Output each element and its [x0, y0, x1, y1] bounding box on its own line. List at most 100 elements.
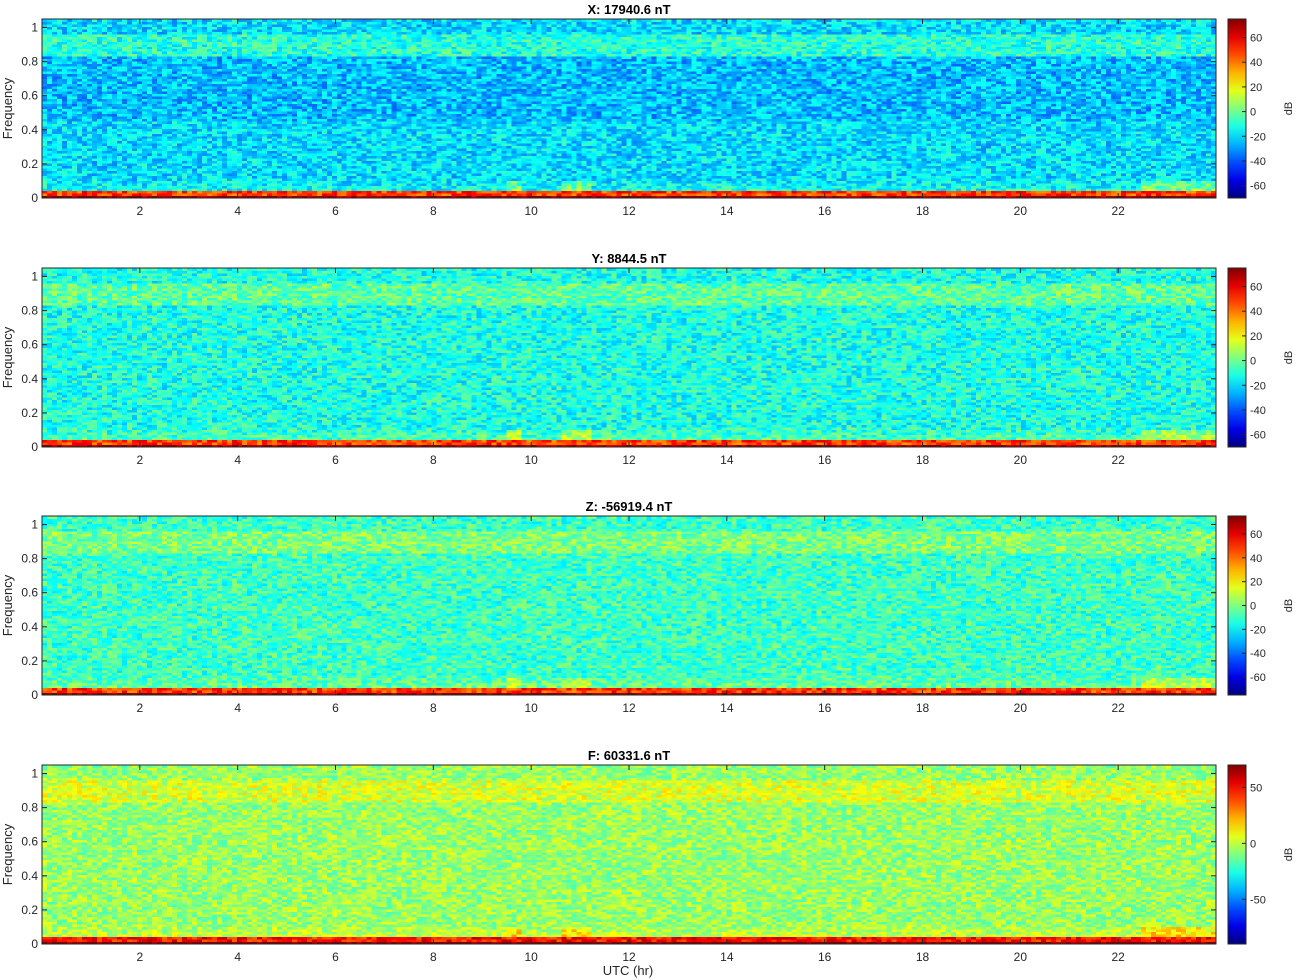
- x-tick-label: 20: [1014, 701, 1028, 715]
- y-tick-label: 0.8: [21, 304, 38, 318]
- y-tick-label: 0.4: [21, 869, 38, 883]
- x-tick-label: 4: [234, 950, 241, 964]
- colorbar-tick-label: 60: [1250, 529, 1262, 541]
- y-tick-label: 0.2: [21, 157, 38, 171]
- colorbar-tick-label: 60: [1250, 282, 1262, 294]
- x-tick-label: 10: [524, 701, 538, 715]
- colorbar-tick-label: 0: [1250, 356, 1256, 368]
- x-tick-label: 4: [234, 453, 241, 467]
- colorbar-tick-label: -60: [1250, 430, 1266, 442]
- x-tick-label: 14: [720, 453, 734, 467]
- colorbar-tick-label: -40: [1250, 156, 1266, 168]
- x-tick-label: 18: [916, 950, 930, 964]
- y-tick-label: 0: [31, 688, 38, 702]
- colorbar-tick-label: -60: [1250, 181, 1266, 193]
- colorbar-tick-label: 60: [1250, 33, 1262, 45]
- x-tick-label: 4: [234, 701, 241, 715]
- x-tick-label: 12: [622, 701, 636, 715]
- colorbar-tick-label: -50: [1250, 894, 1266, 906]
- colorbar-tick-label: -20: [1250, 624, 1266, 636]
- y-tick-label: 0.4: [21, 372, 38, 386]
- y-tick-label: 0: [31, 191, 38, 205]
- colorbar-label: dB: [1283, 848, 1295, 861]
- y-tick-label: 0.2: [21, 406, 38, 420]
- x-tick-label: 22: [1111, 950, 1125, 964]
- x-tick-label: 22: [1111, 453, 1125, 467]
- x-tick-label: 14: [720, 204, 734, 218]
- x-tick-label: 2: [136, 453, 143, 467]
- panel-title: F: 60331.6 nT: [588, 748, 670, 763]
- x-tick-label: 20: [1014, 453, 1028, 467]
- y-tick-label: 0.6: [21, 89, 38, 103]
- y-tick-label: 0.2: [21, 654, 38, 668]
- x-tick-label: 20: [1014, 950, 1028, 964]
- spectrogram-image: [42, 268, 1216, 447]
- colorbar-scale: [1228, 268, 1246, 447]
- x-tick-label: 14: [720, 950, 734, 964]
- x-tick-label: 18: [916, 453, 930, 467]
- figure-xlabel: UTC (hr): [603, 963, 654, 978]
- colorbar-label: dB: [1283, 351, 1295, 364]
- x-tick-label: 8: [430, 204, 437, 218]
- y-axis-label: Frequency: [0, 326, 15, 388]
- colorbar-label: dB: [1283, 102, 1295, 115]
- colorbar-tick-label: 20: [1250, 577, 1262, 589]
- colorbar-tick-label: 20: [1250, 331, 1262, 343]
- x-tick-label: 8: [430, 701, 437, 715]
- colorbar: -50 0 50 dB: [1228, 765, 1295, 944]
- panel-title: Z: -56919.4 nT: [586, 499, 673, 514]
- colorbar-scale: [1228, 19, 1246, 198]
- colorbar-tick-label: 50: [1250, 782, 1262, 794]
- colorbar-tick-label: -60: [1250, 672, 1266, 684]
- colorbar-scale: [1228, 765, 1246, 944]
- colorbar-label: dB: [1283, 599, 1295, 612]
- colorbar-tick-label: 0: [1250, 107, 1256, 119]
- x-tick-label: 12: [622, 453, 636, 467]
- x-tick-label: 16: [818, 950, 832, 964]
- x-tick-label: 22: [1111, 204, 1125, 218]
- y-tick-label: 1: [31, 21, 38, 35]
- y-tick-label: 0.6: [21, 835, 38, 849]
- x-tick-label: 16: [818, 701, 832, 715]
- x-tick-label: 22: [1111, 701, 1125, 715]
- colorbar-tick-label: -40: [1250, 405, 1266, 417]
- spectrogram-panel: 2 4 6 8 10 12 14 16 18 20 22 0 0.2 0.4 0.6 0.8 1 Y: 8844.…: [0, 251, 1295, 467]
- spectrogram-image: [42, 516, 1216, 695]
- colorbar-tick-label: 40: [1250, 57, 1262, 69]
- x-tick-label: 18: [916, 204, 930, 218]
- x-tick-label: 6: [332, 950, 339, 964]
- x-tick-label: 2: [136, 204, 143, 218]
- x-tick-label: 18: [916, 701, 930, 715]
- colorbar-tick-label: 0: [1250, 838, 1256, 850]
- spectrogram-image: [42, 765, 1216, 944]
- y-axis-label: Frequency: [0, 574, 15, 636]
- x-tick-label: 10: [524, 453, 538, 467]
- colorbar-tick-label: -40: [1250, 648, 1266, 660]
- panel-title: X: 17940.6 nT: [587, 2, 670, 17]
- x-tick-label: 4: [234, 204, 241, 218]
- y-tick-label: 0.6: [21, 338, 38, 352]
- x-tick-label: 16: [818, 453, 832, 467]
- panel-title: Y: 8844.5 nT: [592, 251, 667, 266]
- x-tick-label: 6: [332, 453, 339, 467]
- y-tick-label: 1: [31, 270, 38, 284]
- colorbar-tick-label: 0: [1250, 601, 1256, 613]
- x-tick-label: 8: [430, 453, 437, 467]
- x-tick-label: 2: [136, 950, 143, 964]
- y-tick-label: 0: [31, 440, 38, 454]
- x-tick-label: 6: [332, 701, 339, 715]
- colorbar-tick-label: -20: [1250, 380, 1266, 392]
- y-tick-label: 0.8: [21, 55, 38, 69]
- x-tick-label: 20: [1014, 204, 1028, 218]
- x-tick-label: 2: [136, 701, 143, 715]
- y-axis-label: Frequency: [0, 77, 15, 139]
- colorbar: -60 -40 -20 0 20 40 60 dB: [1228, 268, 1295, 447]
- colorbar-tick-label: 40: [1250, 306, 1262, 318]
- x-tick-label: 8: [430, 950, 437, 964]
